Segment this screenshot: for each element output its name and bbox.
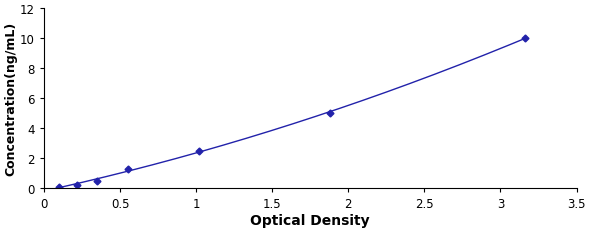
X-axis label: Optical Density: Optical Density	[251, 213, 370, 227]
Y-axis label: Concentration(ng/mL): Concentration(ng/mL)	[4, 22, 17, 176]
